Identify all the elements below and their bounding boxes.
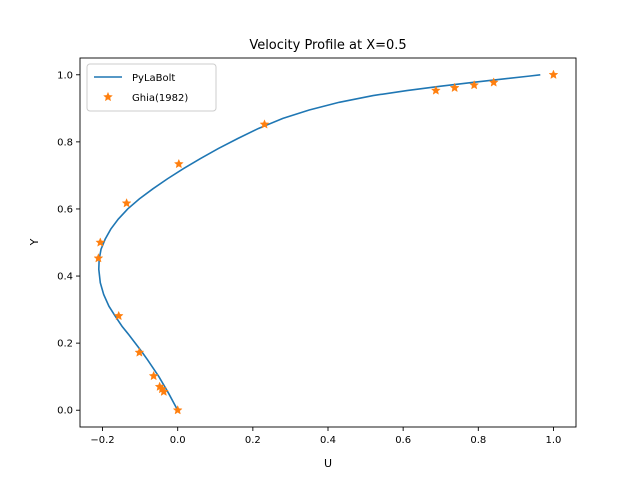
ghia-data-point	[93, 253, 104, 263]
x-tick-label: −0.2	[90, 435, 114, 446]
ghia-data-point	[469, 80, 480, 90]
y-tick-label: 0.6	[57, 204, 73, 215]
x-tick-label: 0.6	[395, 435, 411, 446]
x-tick-label: 1.0	[546, 435, 562, 446]
ghia-data-point	[548, 69, 559, 79]
x-axis: −0.2 0.0 0.2 0.4 0.6 0.8 1.0	[90, 427, 561, 446]
legend-label: PyLaBolt	[132, 73, 175, 84]
plot-area	[79, 57, 577, 428]
y-tick-label: 0.8	[57, 137, 73, 148]
ghia-data-point	[148, 370, 159, 381]
y-axis-label: Y	[28, 238, 41, 246]
ghia-data-point	[430, 85, 441, 95]
legend-star-swatch	[103, 91, 113, 102]
x-axis-label: U	[324, 457, 332, 470]
ghia-data-point	[95, 237, 106, 247]
ghia-data-point	[134, 347, 145, 357]
y-tick-label: 1.0	[57, 70, 73, 81]
y-tick-label: 0.0	[57, 406, 73, 417]
plot-frame	[79, 57, 577, 428]
series-line-pylabolt	[97, 73, 541, 411]
ghia-data-point	[113, 310, 124, 321]
y-tick-label: 0.2	[57, 339, 73, 350]
ghia-data-point	[259, 119, 270, 129]
ghia-data-point	[172, 405, 183, 415]
ghia-data-point	[449, 82, 460, 93]
ghia-data-point	[173, 158, 184, 169]
y-tick-label: 0.4	[57, 272, 73, 283]
x-tick-label: 0.8	[470, 435, 486, 446]
legend-label: Ghia(1982)	[132, 93, 188, 104]
x-tick-label: 0.2	[245, 435, 261, 446]
ghia-data-point	[154, 381, 165, 391]
ghia-data-point	[121, 198, 132, 208]
x-tick-label: 0.0	[170, 435, 186, 446]
ghia-data-point	[488, 77, 499, 87]
legend: PyLaBolt Ghia(1982)	[86, 63, 217, 112]
legend-box	[86, 63, 217, 112]
y-axis: 0.0 0.2 0.4 0.6 0.8 1.0	[57, 70, 80, 417]
x-tick-label: 0.4	[320, 435, 336, 446]
chart-title: Velocity Profile at X=0.5	[249, 38, 406, 53]
